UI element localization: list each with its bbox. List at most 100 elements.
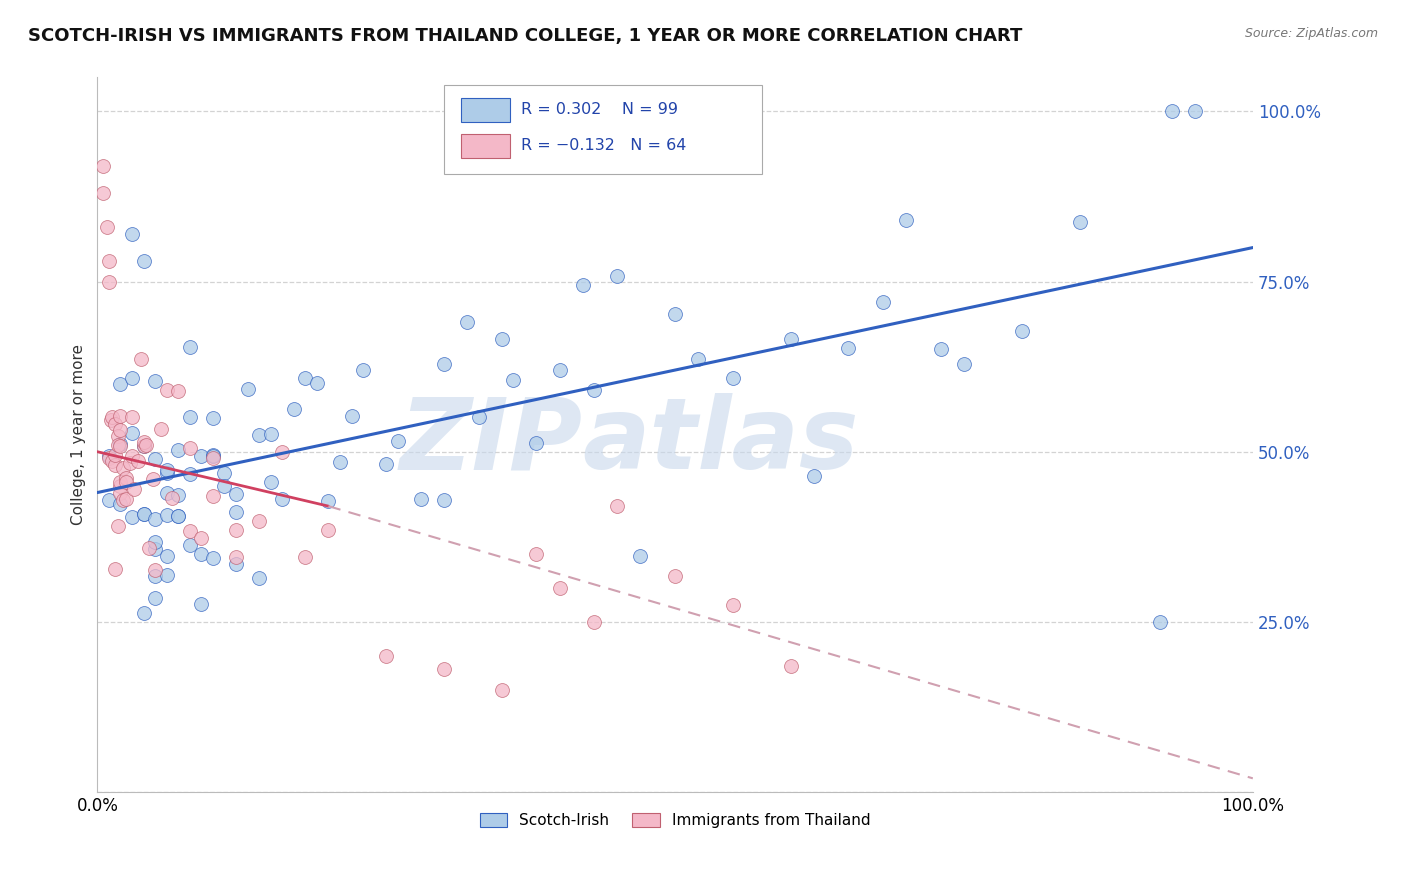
Point <box>803 469 825 483</box>
Legend: Scotch-Irish, Immigrants from Thailand: Scotch-Irish, Immigrants from Thailand <box>474 806 877 834</box>
Point <box>138 541 160 555</box>
Point <box>110 475 132 490</box>
Point <box>110 376 132 391</box>
Point <box>121 370 143 384</box>
Point <box>143 511 166 525</box>
Point <box>433 663 456 677</box>
Point <box>571 277 593 292</box>
Point <box>583 383 606 397</box>
Point <box>214 467 236 481</box>
Point <box>167 488 190 502</box>
Point <box>201 551 224 566</box>
Point <box>318 493 340 508</box>
Point <box>953 357 976 371</box>
Point <box>247 571 270 585</box>
Point <box>104 449 127 463</box>
Point <box>190 531 212 545</box>
Point <box>294 371 316 385</box>
Text: atlas: atlas <box>582 393 859 491</box>
Point <box>156 567 179 582</box>
Point <box>107 429 129 443</box>
Point <box>121 449 143 463</box>
Point <box>688 352 710 367</box>
Point <box>167 384 190 398</box>
Point <box>225 523 247 537</box>
Bar <box>461 98 510 122</box>
Point <box>132 439 155 453</box>
Point <box>548 363 571 377</box>
Point <box>110 409 132 424</box>
Point <box>491 682 513 697</box>
Point <box>179 442 201 456</box>
Point <box>142 472 165 486</box>
Point <box>271 445 294 459</box>
Point <box>526 547 548 561</box>
Point <box>100 412 122 426</box>
Point <box>111 492 134 507</box>
Point <box>779 332 801 346</box>
Point <box>135 438 157 452</box>
Point <box>201 451 224 466</box>
Point <box>467 409 489 424</box>
Point <box>115 471 138 485</box>
Point <box>433 493 456 508</box>
Point <box>156 486 179 500</box>
Point <box>271 492 294 507</box>
Point <box>107 438 129 452</box>
Point <box>179 467 201 481</box>
Point <box>132 439 155 453</box>
Point <box>214 479 236 493</box>
Point <box>143 535 166 549</box>
Point <box>247 514 270 528</box>
Point <box>409 492 432 507</box>
Text: SCOTCH-IRISH VS IMMIGRANTS FROM THAILAND COLLEGE, 1 YEAR OR MORE CORRELATION CHA: SCOTCH-IRISH VS IMMIGRANTS FROM THAILAND… <box>28 27 1022 45</box>
Point <box>225 550 247 565</box>
Point <box>352 363 374 377</box>
Point <box>526 436 548 450</box>
Point <box>179 340 201 354</box>
FancyBboxPatch shape <box>444 85 762 174</box>
Point <box>721 598 744 612</box>
Point <box>156 508 179 522</box>
Point <box>664 307 686 321</box>
Point <box>156 463 179 477</box>
Point <box>329 455 352 469</box>
Point <box>225 505 247 519</box>
Point <box>91 159 114 173</box>
Point <box>110 497 132 511</box>
Point <box>110 479 132 493</box>
Point <box>190 547 212 561</box>
Point <box>110 436 132 450</box>
Point <box>167 442 190 457</box>
Point <box>143 591 166 605</box>
Point <box>583 615 606 629</box>
Text: R = −0.132   N = 64: R = −0.132 N = 64 <box>522 138 686 153</box>
Point <box>375 648 398 663</box>
Bar <box>461 134 510 158</box>
Point <box>201 489 224 503</box>
Point <box>121 425 143 440</box>
Point <box>664 569 686 583</box>
Point <box>104 417 127 431</box>
Point <box>143 542 166 557</box>
Point <box>872 294 894 309</box>
Point <box>201 410 224 425</box>
Point <box>149 422 172 436</box>
Point <box>118 456 141 470</box>
Point <box>260 475 283 489</box>
Point <box>96 220 118 235</box>
Point <box>121 227 143 241</box>
Point <box>124 483 146 497</box>
Point <box>121 410 143 425</box>
Point <box>1184 104 1206 119</box>
Point <box>837 341 859 355</box>
Point <box>456 315 478 329</box>
Point <box>305 376 328 390</box>
Point <box>318 524 340 538</box>
Point <box>179 524 201 539</box>
Point <box>107 519 129 533</box>
Point <box>179 409 201 424</box>
Point <box>104 458 127 472</box>
Text: Source: ZipAtlas.com: Source: ZipAtlas.com <box>1244 27 1378 40</box>
Point <box>132 254 155 268</box>
